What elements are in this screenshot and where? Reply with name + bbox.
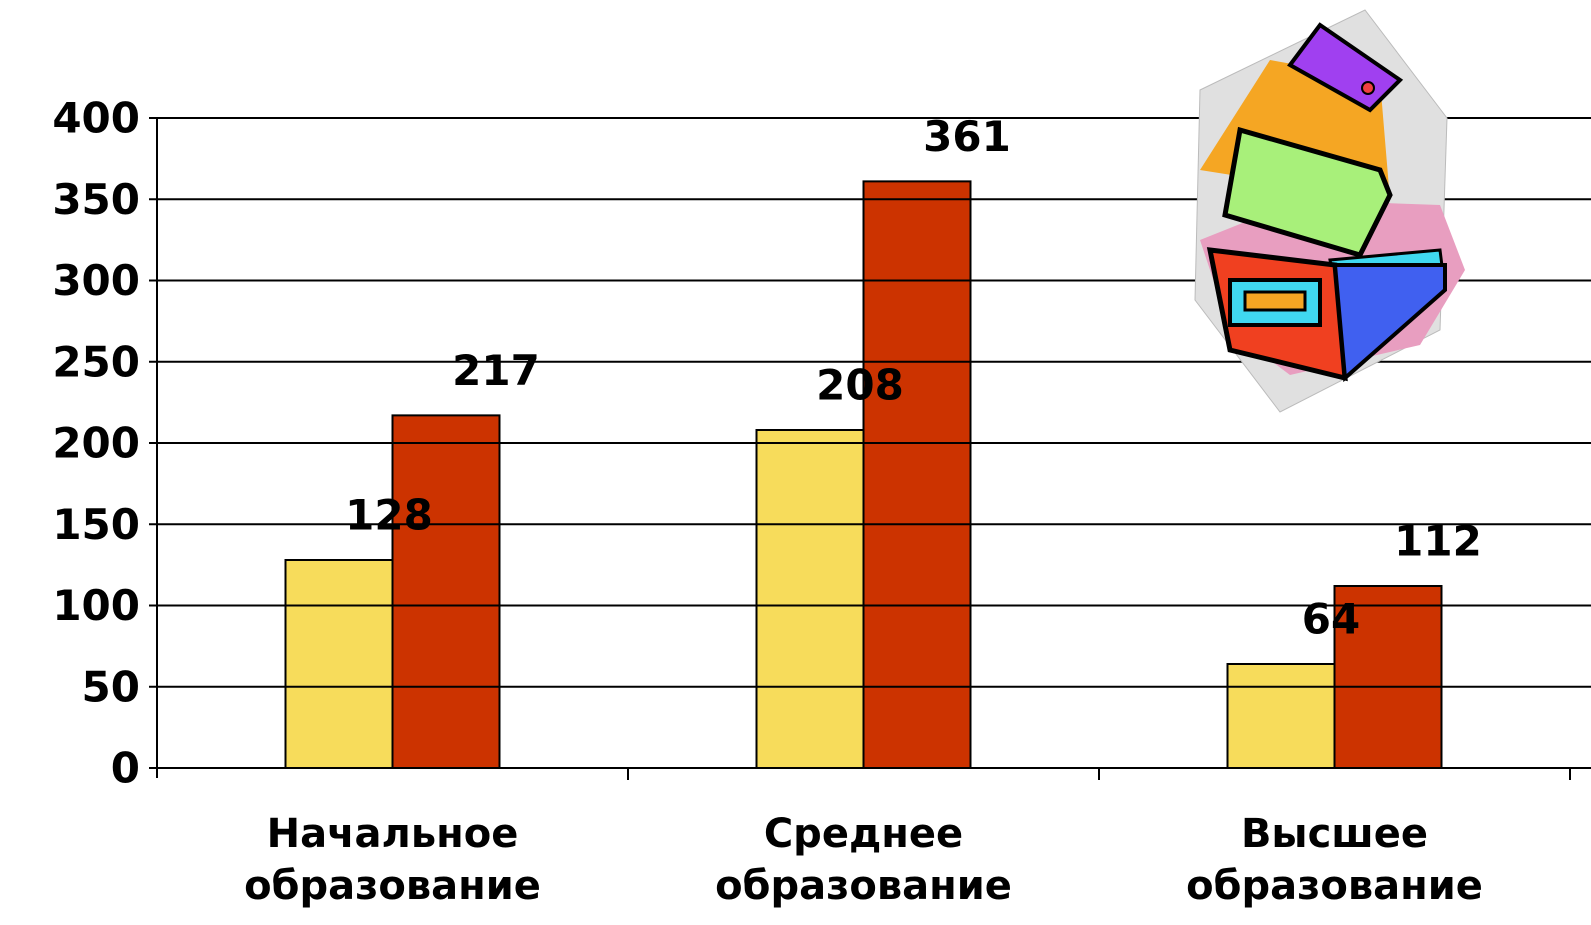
y-tick-label: 350 <box>52 175 140 224</box>
data-label: 128 <box>345 491 433 540</box>
bar <box>1228 664 1335 768</box>
y-tick-label: 50 <box>82 662 140 711</box>
y-tick-label: 150 <box>52 500 140 549</box>
bar <box>393 415 500 768</box>
x-tick-label: Среднее образование <box>699 808 1029 912</box>
y-tick-label: 250 <box>52 337 140 386</box>
bar <box>286 560 393 768</box>
y-tick-label: 100 <box>52 581 140 630</box>
clip-art <box>1195 10 1465 412</box>
data-label: 208 <box>816 361 904 410</box>
page: 1126436120821712840035030025020015010050… <box>0 0 1591 925</box>
y-tick-label: 200 <box>52 419 140 468</box>
y-tick-label: 300 <box>52 256 140 305</box>
chart: 1126436120821712840035030025020015010050… <box>0 0 1591 925</box>
x-tick-label: Начальное образование <box>228 808 558 912</box>
y-tick-label: 0 <box>111 744 140 793</box>
data-label: 64 <box>1302 595 1360 644</box>
bar <box>864 181 971 768</box>
bar <box>757 430 864 768</box>
y-tick-label: 400 <box>52 94 140 143</box>
data-label: 361 <box>923 112 1011 161</box>
x-tick-label: Высшее образование <box>1170 808 1500 912</box>
data-label: 217 <box>452 346 540 395</box>
